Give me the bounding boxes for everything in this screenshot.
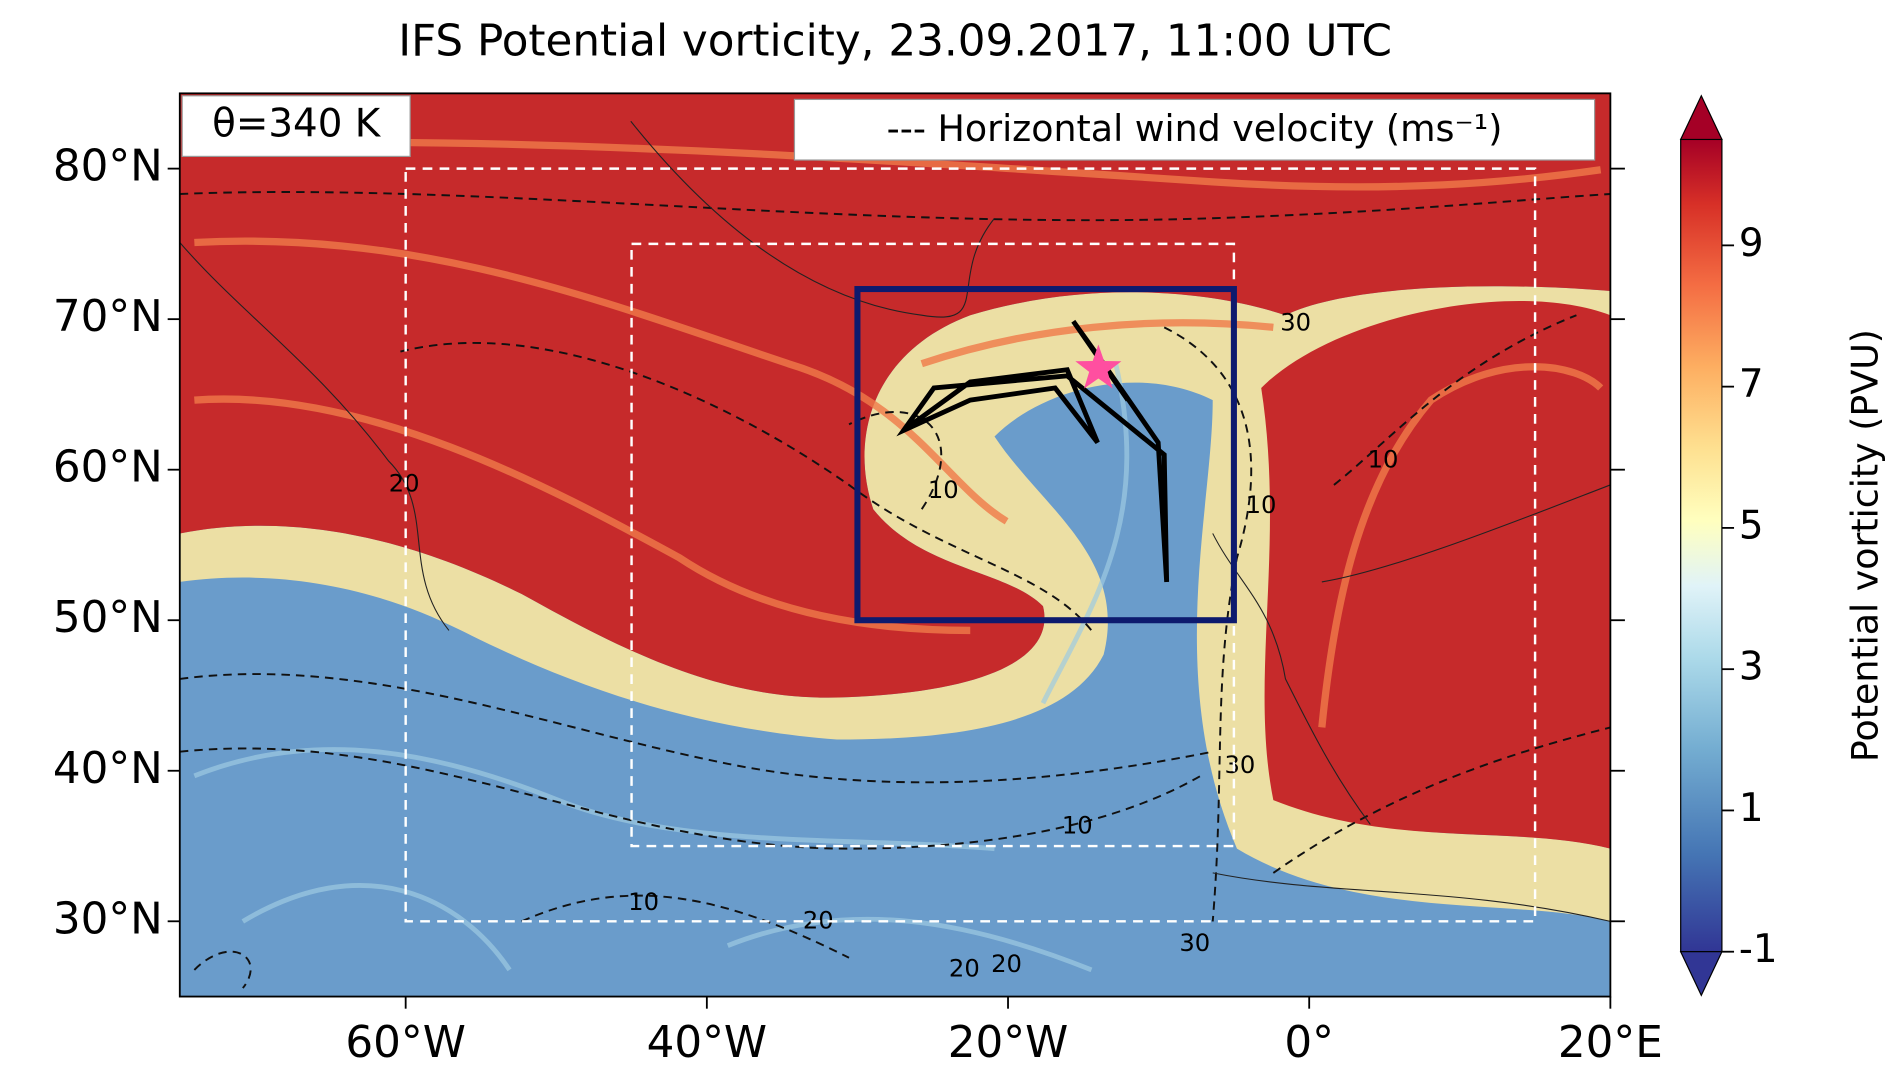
level-box xyxy=(181,95,411,158)
flight-track xyxy=(896,319,1170,583)
colorbar-label: Potential vorticity (PVU) xyxy=(1843,329,1886,762)
contour-label: 10 xyxy=(1062,810,1093,839)
contour-label: 10 xyxy=(1368,445,1399,474)
legend-box xyxy=(793,98,1596,161)
contour-label: 30 xyxy=(1179,928,1210,957)
x-tick-label: 40°W xyxy=(647,1017,767,1068)
colorbar-tick-label: 5 xyxy=(1739,503,1764,548)
region-box xyxy=(404,167,1537,923)
contour-label: 30 xyxy=(1280,308,1311,337)
colorbar-tick-label: 7 xyxy=(1739,362,1764,407)
y-tick-label: 40°N xyxy=(53,743,163,794)
coastlines xyxy=(179,120,1611,922)
y-tick-label: 60°N xyxy=(53,442,163,493)
x-tick-label: 20°W xyxy=(948,1017,1068,1068)
colorbar-tick-label: -1 xyxy=(1739,927,1778,972)
pv-filaments xyxy=(194,138,1604,728)
y-tick-label: 70°N xyxy=(53,291,163,342)
y-tick-label: 50°N xyxy=(53,592,163,643)
contour-label: 20 xyxy=(389,469,420,498)
contour-label: 10 xyxy=(928,475,959,504)
overlay xyxy=(404,167,1537,923)
contour-label: 20 xyxy=(991,949,1022,978)
region-box xyxy=(854,286,1237,624)
contour-label: 10 xyxy=(628,887,659,916)
colorbar-extend xyxy=(1679,94,1723,141)
colorbar xyxy=(1680,138,1723,953)
pv-high-region xyxy=(1261,301,1611,849)
legend-label: --- Horizontal wind velocity (ms⁻¹) xyxy=(887,107,1503,150)
colorbar-tick-label: 3 xyxy=(1739,645,1764,690)
map-frame xyxy=(178,92,1612,998)
marker-star xyxy=(1075,344,1122,389)
y-tick-label: 80°N xyxy=(53,141,163,192)
contour-label: 30 xyxy=(1225,750,1256,779)
pv-transition-band xyxy=(179,286,1611,922)
x-tick-label: 20°E xyxy=(1558,1017,1663,1068)
x-tick-label: 60°W xyxy=(345,1017,465,1068)
level-label: θ=340 K xyxy=(212,102,382,147)
chart-title: IFS Potential vorticity, 23.09.2017, 11:… xyxy=(398,16,1392,67)
x-tick-label: 0° xyxy=(1284,1017,1334,1068)
colorbar-tick-label: 1 xyxy=(1739,786,1764,831)
pv-high-region xyxy=(179,93,1611,698)
y-tick-label: 30°N xyxy=(53,893,163,944)
contour-label: 20 xyxy=(949,953,980,982)
colorbar-tick-label: 9 xyxy=(1739,221,1764,266)
colorbar-extend xyxy=(1679,951,1723,997)
contour-label: 20 xyxy=(803,905,834,934)
map-field: 30 20 10 10 10 30 10 10 20 30 20 20 xyxy=(179,93,1611,997)
contour-label: 10 xyxy=(1246,490,1277,519)
